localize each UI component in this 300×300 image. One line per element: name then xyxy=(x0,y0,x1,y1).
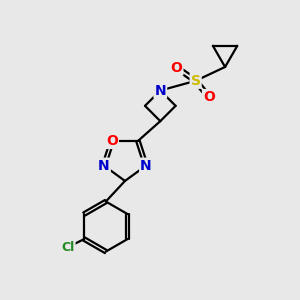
Text: N: N xyxy=(140,159,152,173)
Text: N: N xyxy=(154,83,166,98)
Text: O: O xyxy=(203,90,215,104)
Text: N: N xyxy=(98,159,110,173)
Text: S: S xyxy=(190,74,201,88)
Text: Cl: Cl xyxy=(61,242,75,254)
Text: O: O xyxy=(106,134,118,148)
Text: O: O xyxy=(171,61,182,75)
